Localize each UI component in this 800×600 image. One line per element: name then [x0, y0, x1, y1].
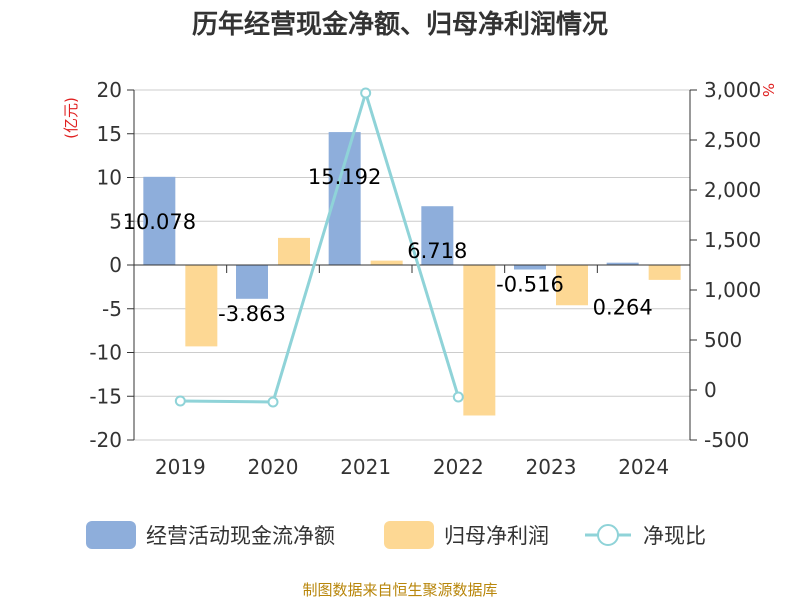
bar-netprofit-2019 — [185, 265, 218, 347]
right-tick-label: 2,000 — [704, 178, 761, 202]
legend-swatch-marker — [597, 524, 619, 546]
left-axis-unit: (亿元) — [62, 97, 80, 139]
bar-cashflow-2020 — [236, 265, 268, 299]
bar-netprofit-2020 — [278, 237, 310, 265]
cashflow-value-label-2024: 0.264 — [593, 296, 653, 320]
right-axis-unit: % — [759, 83, 777, 97]
legend: 经营活动现金流净额 归母净利润 净现比 — [86, 521, 706, 549]
bar-cashflow-2023 — [514, 265, 546, 270]
right-tick-label: 500 — [704, 328, 742, 352]
left-tick-label: 0 — [109, 253, 122, 277]
ratio-point-2022 — [452, 391, 464, 403]
bar-netprofit-2022 — [463, 265, 496, 416]
axes: -20 -15 -10 -5 0 5 10 15 20 -500 0 500 1,000 1,500 2,0… — [89, 78, 761, 479]
left-tick-label: -20 — [89, 428, 122, 452]
source-note: 制图数据来自恒生聚源数据库 — [302, 581, 497, 599]
left-tick-label: 10 — [97, 166, 122, 190]
ratio-point-2019 — [174, 395, 186, 407]
ratio-point-2020 — [267, 396, 279, 408]
legend-swatch-0 — [86, 521, 136, 549]
cashflow-value-label-2019: 10.078 — [123, 210, 196, 234]
ratio-line-path — [180, 87, 460, 404]
cashflow-value-label-2022: 6.718 — [407, 239, 467, 263]
ratio-point-2021 — [360, 87, 372, 99]
cashflow-value-label-2020: -3.863 — [218, 302, 286, 326]
left-tick-label: -10 — [89, 341, 122, 365]
category-label-2024: 2024 — [618, 455, 669, 479]
legend-swatch-1 — [384, 521, 434, 549]
ratio-line — [174, 87, 464, 408]
right-tick-label: 0 — [704, 378, 717, 402]
bar-netprofit-2021 — [370, 260, 403, 265]
right-tick-label: 1,000 — [704, 278, 761, 302]
left-tick-label: -5 — [102, 297, 122, 321]
category-label-2020: 2020 — [248, 455, 299, 479]
bar-netprofit-2024 — [648, 265, 681, 280]
bar-cashflow-2022 — [421, 206, 454, 265]
category-label-2023: 2023 — [526, 455, 577, 479]
right-tick-label: -500 — [704, 428, 749, 452]
bar-netprofit-2023 — [556, 265, 588, 306]
bar-cashflow-2019 — [143, 176, 176, 265]
right-tick-label: 3,000 — [704, 78, 761, 102]
category-label-2019: 2019 — [155, 455, 206, 479]
right-tick-label: 1,500 — [704, 228, 761, 252]
bars — [143, 132, 681, 416]
cashflow-value-label-2021: 15.192 — [308, 165, 381, 189]
chart-title: 历年经营现金净额、归母净利润情况 — [192, 9, 608, 40]
bar-cashflow-2024 — [606, 262, 639, 265]
data-labels: 10.078 -3.863 15.192 6.718 -0.516 0.264 — [123, 165, 653, 326]
category-label-2022: 2022 — [433, 455, 484, 479]
left-tick-label: 5 — [109, 209, 122, 233]
left-tick-label: 20 — [97, 78, 122, 102]
right-tick-label: 2,500 — [704, 128, 761, 152]
left-tick-label: -15 — [89, 384, 122, 408]
legend-label-2: 净现比 — [643, 524, 706, 548]
category-label-2021: 2021 — [340, 455, 391, 479]
left-tick-label: 15 — [97, 122, 122, 146]
legend-label-1: 归母净利润 — [444, 524, 549, 548]
legend-label-0: 经营活动现金流净额 — [146, 524, 335, 548]
cashflow-value-label-2023: -0.516 — [496, 273, 564, 297]
